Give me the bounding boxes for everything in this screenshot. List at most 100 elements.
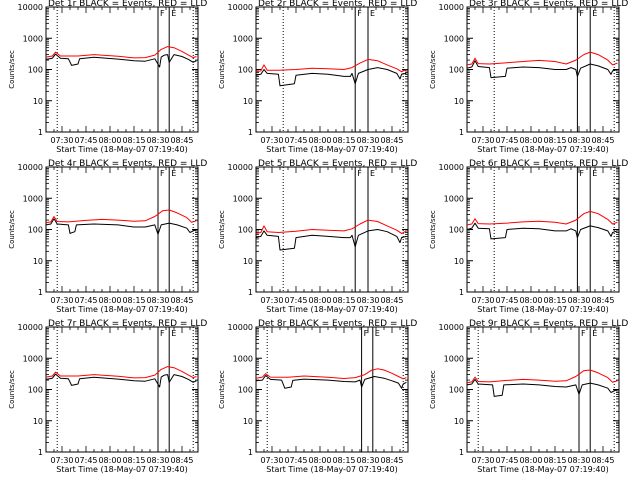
y-axis-label: Counts/sec	[218, 50, 226, 89]
x-tick-label: 08:45	[591, 456, 614, 465]
y-tick-label: 100	[449, 386, 464, 395]
marker-label: F	[357, 169, 362, 178]
x-axis-label: Start Time (18-May-07 07:19:40)	[266, 305, 397, 314]
x-tick-label: 08:15	[332, 456, 355, 465]
y-axis-label: Counts/sec	[429, 210, 437, 249]
y-tick-label: 1	[38, 448, 43, 457]
y-tick-label: 100	[28, 66, 43, 75]
panel-title: Det 9r BLACK = Events, RED = LLD	[469, 319, 628, 329]
marker-label: E	[592, 169, 597, 178]
y-tick-label: 10000	[439, 323, 464, 332]
y-tick-label: 1	[248, 448, 253, 457]
x-tick-label: 08:15	[332, 296, 355, 305]
x-tick-label: 08:45	[380, 136, 403, 145]
marker-label: F	[357, 9, 362, 18]
x-tick-label: 08:15	[543, 296, 566, 305]
y-tick-label: 1000	[233, 34, 253, 43]
y-axis-label: Counts/sec	[429, 50, 437, 89]
x-tick-label: 08:45	[591, 296, 614, 305]
x-tick-label: 08:45	[170, 456, 193, 465]
marker-label: E	[592, 9, 597, 18]
y-tick-label: 1	[459, 128, 464, 137]
x-tick-label: 07:30	[260, 136, 283, 145]
marker-label: F	[579, 9, 584, 18]
y-tick-label: 1	[459, 288, 464, 297]
panel-title: Det 7r BLACK = Events, RED = LLD	[48, 319, 207, 329]
marker-label: F	[364, 329, 369, 338]
x-axis-label: Start Time (18-May-07 07:19:40)	[56, 465, 187, 474]
x-tick-label: 07:30	[260, 296, 283, 305]
x-tick-label: 07:45	[495, 296, 518, 305]
y-tick-label: 1000	[444, 34, 464, 43]
x-tick-label: 08:30	[356, 136, 379, 145]
x-tick-label: 08:15	[332, 136, 355, 145]
lld-series-line	[255, 368, 407, 380]
marker-label: E	[370, 9, 375, 18]
y-tick-label: 10000	[228, 163, 253, 172]
panel-title: Det 4r BLACK = Events, RED = LLD	[48, 159, 207, 169]
panel-title: Det 2r BLACK = Events, RED = LLD	[258, 0, 417, 9]
x-axis-label: Start Time (18-May-07 07:19:40)	[266, 465, 397, 474]
y-tick-label: 100	[449, 226, 464, 235]
y-tick-label: 10	[454, 257, 464, 266]
y-tick-label: 10000	[439, 3, 464, 12]
x-tick-label: 07:30	[50, 456, 73, 465]
x-axis-label: Start Time (18-May-07 07:19:40)	[56, 305, 187, 314]
x-axis-label: Start Time (18-May-07 07:19:40)	[477, 465, 608, 474]
x-tick-label: 07:45	[495, 136, 518, 145]
x-tick-label: 08:45	[591, 136, 614, 145]
marker-label: E	[370, 169, 375, 178]
x-tick-label: 07:30	[50, 136, 73, 145]
x-axis-label: Start Time (18-May-07 07:19:40)	[266, 145, 397, 154]
panel-title: Det 6r BLACK = Events, RED = LLD	[469, 159, 628, 169]
y-tick-label: 1	[38, 288, 43, 297]
marker-label: F	[160, 9, 165, 18]
lld-series-line	[45, 209, 197, 224]
y-tick-label: 10000	[439, 163, 464, 172]
panel-title: Det 8r BLACK = Events, RED = LLD	[258, 319, 417, 329]
x-tick-label: 08:00	[308, 296, 331, 305]
y-tick-label: 1000	[444, 354, 464, 363]
lld-series-line	[255, 58, 407, 73]
x-tick-label: 07:45	[74, 296, 97, 305]
y-tick-label: 10000	[228, 3, 253, 12]
marker-label: E	[171, 329, 176, 338]
x-tick-label: 08:00	[98, 136, 121, 145]
x-tick-label: 07:45	[284, 136, 307, 145]
y-tick-label: 10	[454, 417, 464, 426]
y-tick-label: 10000	[18, 163, 43, 172]
x-tick-label: 07:45	[74, 136, 97, 145]
x-tick-label: 08:15	[543, 136, 566, 145]
y-tick-label: 100	[449, 66, 464, 75]
events-series-line	[45, 373, 197, 388]
y-axis-label: Counts/sec	[8, 210, 16, 249]
lld-series-line	[45, 46, 197, 59]
x-tick-label: 08:00	[308, 136, 331, 145]
y-tick-label: 1000	[444, 194, 464, 203]
x-tick-label: 08:00	[98, 456, 121, 465]
events-series-line	[255, 375, 407, 389]
x-tick-label: 08:15	[122, 136, 145, 145]
x-tick-label: 07:45	[284, 456, 307, 465]
x-tick-label: 08:00	[519, 296, 542, 305]
x-tick-label: 08:15	[122, 296, 145, 305]
det-panel-4: Det 4r BLACK = Events, RED = LLD 1 10 100 10…	[8, 159, 207, 314]
y-tick-label: 100	[28, 386, 43, 395]
y-tick-label: 1000	[233, 354, 253, 363]
x-tick-label: 08:15	[122, 456, 145, 465]
y-tick-label: 10000	[18, 323, 43, 332]
x-tick-label: 07:30	[50, 296, 73, 305]
y-tick-label: 1000	[23, 34, 43, 43]
x-axis-label: Start Time (18-May-07 07:19:40)	[477, 305, 608, 314]
y-tick-label: 1	[38, 128, 43, 137]
marker-label: F	[160, 169, 165, 178]
x-tick-label: 08:30	[356, 456, 379, 465]
x-tick-label: 08:45	[170, 136, 193, 145]
events-series-line	[45, 53, 197, 68]
events-series-line	[466, 60, 618, 79]
x-tick-label: 08:45	[170, 296, 193, 305]
y-tick-label: 10	[243, 417, 253, 426]
det-panel-6: Det 6r BLACK = Events, RED = LLD 1 10 100 10…	[429, 159, 628, 314]
lld-series-line	[466, 210, 618, 226]
